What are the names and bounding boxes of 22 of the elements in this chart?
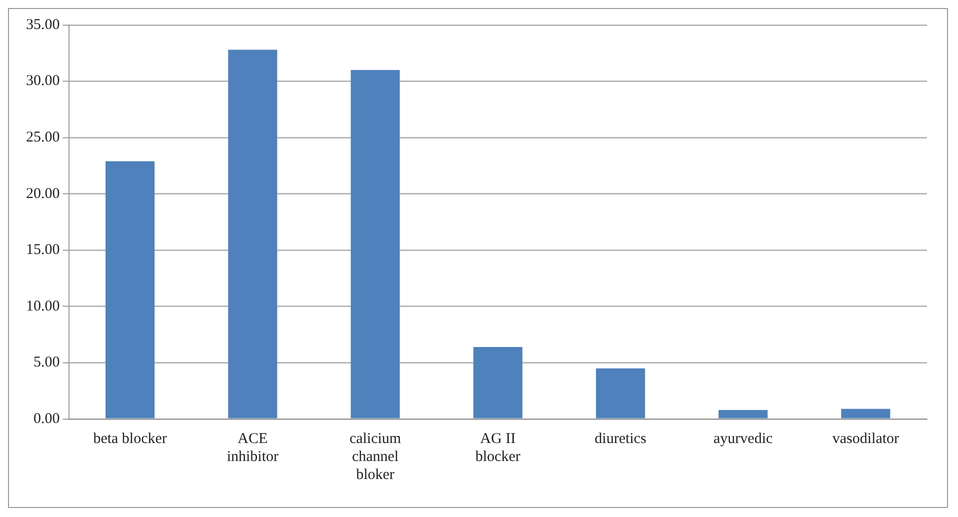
bar [473, 346, 522, 418]
bar [106, 161, 155, 418]
x-tick-label: beta blocker [93, 430, 167, 447]
y-tick-label: 35.00 [26, 16, 60, 33]
x-tick-label: vasodilator [832, 430, 900, 447]
bar [350, 70, 400, 418]
y-tick-label: 30.00 [26, 73, 60, 90]
y-tick-label: 25.00 [26, 130, 60, 146]
bar [841, 408, 890, 418]
x-tick-label: calicium channel bloker [349, 430, 402, 483]
x-tick-label: AG II blocker [475, 430, 520, 465]
x-tick-label: ayurvedic [714, 430, 773, 447]
y-tick-label: 10.00 [26, 298, 60, 314]
y-tick-label: 5.00 [34, 354, 60, 371]
y-tick-label: 20.00 [26, 186, 60, 202]
x-tick-label: diuretics [594, 430, 646, 447]
bar [718, 410, 768, 418]
bar [228, 50, 278, 418]
bar [596, 368, 646, 418]
y-tick-label: 15.00 [26, 242, 60, 258]
y-tick-label: 0.00 [34, 410, 60, 427]
x-tick-label: ACE inhibitor [226, 430, 278, 465]
